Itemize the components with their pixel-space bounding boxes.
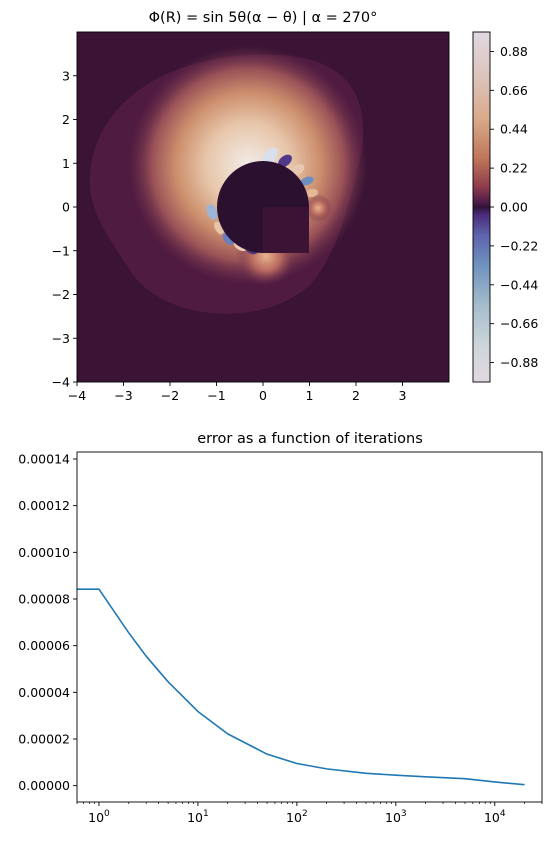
heatmap-x-tick-label: −3 <box>114 388 132 403</box>
line-chart-title: error as a function of iterations <box>197 431 423 447</box>
colorbar-tick-label: −0.66 <box>500 316 538 331</box>
heatmap-y-tick-label: 2 <box>62 112 70 127</box>
colorbar-tick-label: −0.22 <box>500 238 538 253</box>
heatmap-x-tick-label: 2 <box>352 388 360 403</box>
colorbar-tick-label: −0.88 <box>500 355 538 370</box>
heatmap-y-tick-label: 3 <box>62 68 70 83</box>
line-plot-area <box>77 452 542 802</box>
heatmap-y-tick-label: 1 <box>62 156 70 171</box>
heatmap-field <box>77 32 449 382</box>
heatmap-x-axis: −4 −3 −2 −1 0 1 2 3 <box>68 382 407 403</box>
line-y-tick-label: 0.00004 <box>18 685 70 700</box>
line-y-tick-label: 0.00008 <box>18 592 70 607</box>
heatmap-y-tick-label: −2 <box>52 287 70 302</box>
colorbar-tick-label: −0.44 <box>500 277 538 292</box>
line-y-tick-label: 0.00010 <box>18 545 70 560</box>
heatmap-x-tick-label: −2 <box>161 388 179 403</box>
colorbar-ramp <box>473 32 490 382</box>
heatmap-x-tick-label: 0 <box>259 388 267 403</box>
heatmap-y-axis: 3 2 1 0 −1 −2 −3 −4 <box>52 68 77 390</box>
line-x-axis: 100 101 102 103 104 <box>76 802 543 825</box>
heatmap-x-tick-label: −4 <box>68 388 86 403</box>
line-y-tick-label: 0.00006 <box>18 638 70 653</box>
heatmap-panel: Φ(R) = sin 5θ(α − θ) | α = 270° −4 −3 −2 −1… <box>52 10 450 403</box>
colorbar-tick-label: 0.00 <box>500 200 528 215</box>
line-y-tick-label: 0.00014 <box>18 452 70 467</box>
heatmap-y-tick-label: 0 <box>62 200 70 215</box>
line-x-tick-label: 100 <box>88 809 110 825</box>
heatmap-x-tick-label: −1 <box>207 388 225 403</box>
line-y-tick-label: 0.00000 <box>18 778 70 793</box>
wedge <box>263 207 309 253</box>
colorbar-tick-label: 0.88 <box>500 44 528 59</box>
line-series-group <box>77 588 525 786</box>
line-x-tick-label: 102 <box>286 809 308 825</box>
heatmap-x-tick-label: 1 <box>306 388 314 403</box>
heatmap-title: Φ(R) = sin 5θ(α − θ) | α = 270° <box>149 10 378 26</box>
colorbar: 0.88 0.66 0.44 0.22 0.00 −0.22 −0.44 −0.66 −0.88 <box>472 31 538 383</box>
line-y-tick-label: 0.00012 <box>18 498 70 513</box>
colorbar-tick-label: 0.22 <box>500 161 528 176</box>
line-frame <box>76 451 543 803</box>
line-chart-panel: error as a function of iterations 100 101… <box>18 431 543 825</box>
line-y-tick-label: 0.00002 <box>18 732 70 747</box>
error-series-line <box>77 588 525 786</box>
heatmap-y-tick-label: −1 <box>52 243 70 258</box>
colorbar-tick-label: 0.44 <box>500 122 528 137</box>
heatmap-y-tick-label: −4 <box>52 375 70 390</box>
line-x-tick-label: 103 <box>385 809 407 825</box>
line-x-tick-label: 104 <box>484 809 506 825</box>
heatmap-y-tick-label: −3 <box>52 331 70 346</box>
colorbar-axis: 0.88 0.66 0.44 0.22 0.00 −0.22 −0.44 −0.66 −0.88 <box>490 44 538 370</box>
line-x-tick-label: 101 <box>187 809 209 825</box>
colorbar-tick-label: 0.66 <box>500 83 528 98</box>
heatmap-x-tick-label: 3 <box>399 388 407 403</box>
line-y-axis: 0.00014 0.00012 0.00010 0.00008 0.00006 0.000… <box>18 452 77 793</box>
